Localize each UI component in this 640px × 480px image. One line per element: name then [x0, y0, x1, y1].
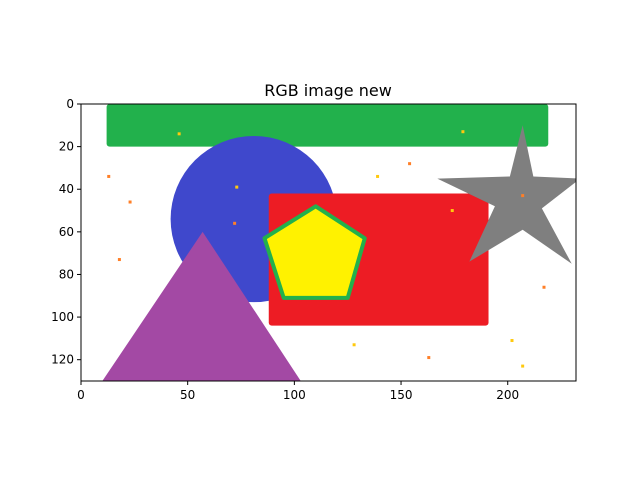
noise-speck [235, 185, 239, 189]
noise-speck [177, 132, 181, 136]
x-tick-label: 150 [390, 388, 413, 402]
y-tick-label: 60 [59, 225, 74, 239]
x-tick-label: 100 [283, 388, 306, 402]
image-content [81, 104, 576, 381]
yellow-pentagon [262, 204, 367, 300]
green-rounded-rectangle [106, 104, 549, 147]
noise-speck [521, 364, 525, 368]
noise-speck [521, 194, 525, 198]
noise-speck [233, 221, 237, 225]
y-tick-label: 20 [59, 140, 74, 154]
noise-speck [408, 162, 412, 166]
x-tick-label: 200 [496, 388, 519, 402]
chart-title: RGB image new [264, 81, 392, 100]
image-area [81, 104, 576, 381]
noise-speck [510, 339, 514, 343]
y-tick-label: 0 [66, 97, 74, 111]
y-tick-label: 120 [51, 353, 74, 367]
axes-frame [80, 103, 577, 382]
noise-speck [352, 343, 356, 347]
noise-speck [107, 174, 111, 178]
x-tick-label: 50 [180, 388, 195, 402]
noise-speck [542, 285, 546, 289]
noise-speck [128, 200, 132, 204]
noise-speck [117, 258, 121, 262]
axes: 0 50 100 150 200 0 20 40 60 80 100 120 [51, 97, 577, 402]
noise-speck [461, 130, 465, 134]
noise-speck [376, 174, 380, 178]
y-tick-label: 40 [59, 182, 74, 196]
noise-speck [450, 209, 454, 213]
y-tick-label: 80 [59, 267, 74, 281]
purple-triangle [102, 231, 301, 381]
y-tick-label: 100 [51, 310, 74, 324]
x-tick-label: 0 [77, 388, 85, 402]
gray-star [437, 125, 576, 264]
noise-speck [427, 356, 431, 360]
